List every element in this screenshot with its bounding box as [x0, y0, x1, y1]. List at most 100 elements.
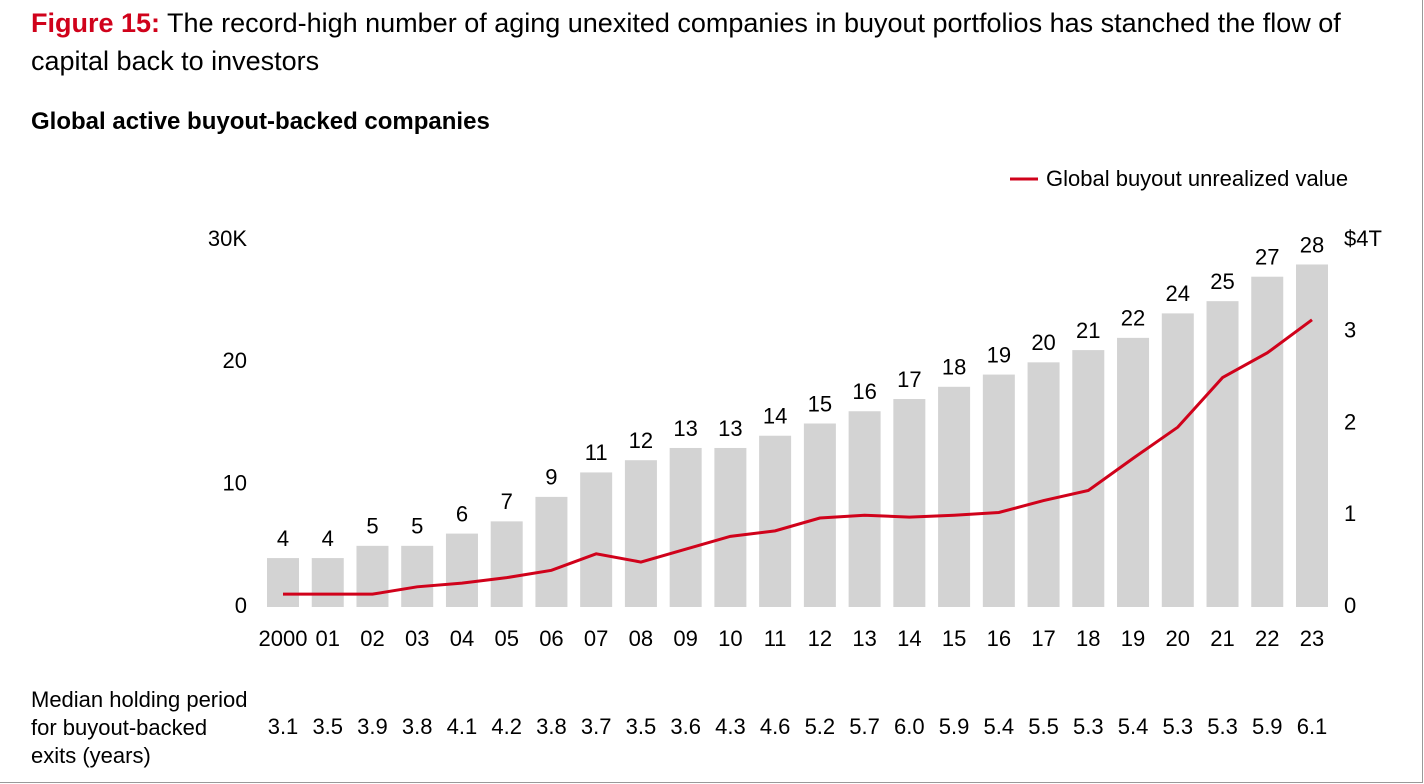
x-tick-label: 08	[629, 626, 653, 651]
bar	[311, 558, 344, 607]
bar-value-label: 11	[585, 440, 608, 465]
bar	[714, 447, 747, 607]
x-tick-label: 16	[987, 626, 1011, 651]
x-tick-label: 18	[1076, 626, 1100, 651]
bar	[445, 533, 478, 607]
title-text: The record-high number of aging unexited…	[31, 8, 1341, 76]
bar-value-label: 4	[277, 526, 289, 551]
legend-label: Global buyout unrealized value	[1046, 166, 1348, 191]
x-tick-label: 09	[673, 626, 697, 651]
x-tick-label: 21	[1210, 626, 1234, 651]
holding-period: 5.3	[1207, 714, 1238, 739]
y2-tick-label: $4T	[1344, 226, 1382, 251]
bar-value-label: 28	[1300, 232, 1324, 257]
x-tick-label: 10	[718, 626, 742, 651]
holding-period: 3.5	[626, 714, 657, 739]
holding-period: 4.1	[447, 714, 478, 739]
x-tick-label: 01	[315, 626, 339, 651]
bar	[1251, 276, 1284, 607]
holding-period: 4.3	[715, 714, 746, 739]
title: Figure 15: The record-high number of agi…	[31, 4, 1401, 80]
bar-value-label: 18	[942, 355, 966, 380]
bar-value-label: 9	[545, 465, 557, 490]
holding-period: 3.9	[357, 714, 388, 739]
bar	[1072, 350, 1105, 607]
holding-period: 3.1	[268, 714, 299, 739]
bar-value-label: 5	[366, 514, 378, 539]
title-prefix: Figure 15:	[31, 8, 161, 38]
x-tick-label: 15	[942, 626, 966, 651]
holding-period: 6.1	[1297, 714, 1328, 739]
bar	[401, 545, 434, 607]
x-tick-label: 17	[1031, 626, 1055, 651]
bar-value-label: 14	[763, 404, 787, 429]
holding-period: 5.7	[849, 714, 880, 739]
bar	[1117, 337, 1150, 607]
y-tick-label: 30K	[208, 226, 247, 251]
bar-value-label: 4	[322, 526, 334, 551]
bar	[267, 558, 299, 607]
holding-period: 3.8	[536, 714, 567, 739]
holding-period: 3.5	[312, 714, 343, 739]
x-tick-label: 20	[1166, 626, 1190, 651]
bar-value-label: 15	[808, 391, 832, 416]
bar-value-label: 13	[673, 416, 697, 441]
x-tick-label: 14	[897, 626, 921, 651]
x-tick-label: 03	[405, 626, 429, 651]
holding-period: 3.7	[581, 714, 612, 739]
holding-period: 5.4	[1118, 714, 1149, 739]
bar-value-label: 24	[1166, 281, 1190, 306]
holding-period: 5.3	[1073, 714, 1104, 739]
x-tick-label: 13	[852, 626, 876, 651]
x-tick-label: 2000	[259, 626, 308, 651]
y2-tick-label: 3	[1344, 318, 1356, 343]
bar	[1027, 362, 1060, 607]
bar	[490, 521, 523, 607]
line	[283, 318, 1313, 596]
bar	[669, 447, 702, 607]
x-tick-label: 04	[450, 626, 474, 651]
bar-value-label: 27	[1255, 245, 1279, 270]
bar-value-label: 5	[411, 514, 423, 539]
holding-period: 4.2	[491, 714, 522, 739]
holding-period: 5.9	[1252, 714, 1283, 739]
y-tick-label: 20	[223, 348, 247, 373]
holding-period: 5.3	[1162, 714, 1193, 739]
bar	[356, 545, 389, 607]
y2-tick-label: 1	[1344, 501, 1356, 526]
holding-period: 5.5	[1028, 714, 1059, 739]
bar-value-label: 22	[1121, 306, 1145, 331]
y2-tick-label: 2	[1344, 409, 1356, 434]
x-tick-label: 11	[764, 626, 787, 651]
bar-value-label: 25	[1210, 269, 1234, 294]
bar	[803, 423, 836, 607]
bar-value-label: 21	[1076, 318, 1100, 343]
bar-value-label: 19	[987, 342, 1011, 367]
x-tick-label: 02	[360, 626, 384, 651]
y-tick-label: 10	[223, 470, 247, 495]
bar	[938, 386, 971, 607]
holding-period: 3.8	[402, 714, 433, 739]
holding-period: 5.9	[939, 714, 970, 739]
x-tick-label: 22	[1255, 626, 1279, 651]
holding-period: 6.0	[894, 714, 925, 739]
bar	[1161, 313, 1194, 607]
bar	[535, 496, 568, 607]
bar	[580, 472, 613, 607]
x-tick-label: 19	[1121, 626, 1145, 651]
holding-period: 5.2	[805, 714, 836, 739]
bar	[624, 460, 657, 607]
holding-period: 3.6	[670, 714, 701, 739]
bar-value-label: 17	[897, 367, 921, 392]
bar-value-label: 12	[629, 428, 653, 453]
bar-value-label: 16	[852, 379, 876, 404]
bar-value-label: 13	[718, 416, 742, 441]
x-tick-label: 07	[584, 626, 608, 651]
y2-tick-label: 0	[1344, 593, 1356, 618]
subtitle: Global active buyout-backed companies	[31, 108, 490, 135]
bar-value-label: 6	[456, 501, 468, 526]
y-tick-label: 0	[235, 593, 247, 618]
